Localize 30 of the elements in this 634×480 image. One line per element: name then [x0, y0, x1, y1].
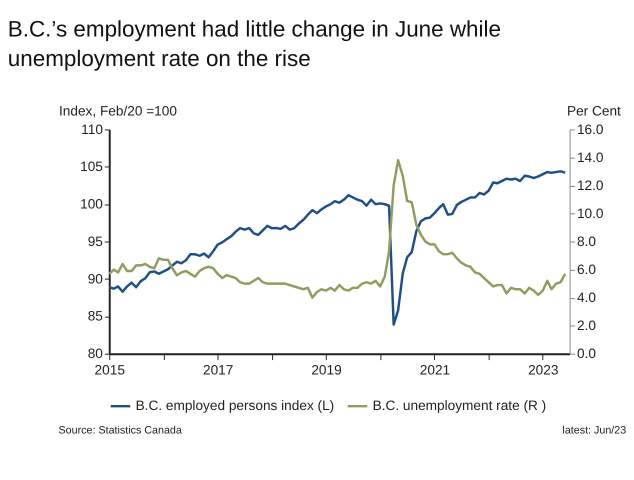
y2-tick-label: 16.0 [576, 122, 604, 137]
x-tick-label: 2023 [528, 362, 558, 378]
text: latest: Jun/23 [562, 424, 626, 437]
y-tick-label: 90 [88, 271, 104, 286]
y2-tick-label: 12.0 [576, 178, 604, 193]
y-tick-label: 110 [81, 122, 104, 137]
line-series [108, 170, 566, 326]
line-series [108, 159, 566, 299]
x-tick-label: 2019 [311, 362, 342, 378]
y2-tick-label: 4.0 [576, 290, 596, 306]
y-tick-label: 105 [80, 159, 104, 174]
y-axis-title: Index, Feb/20 =100 [59, 103, 178, 118]
y2-tick-label: 10.0 [576, 206, 604, 221]
x-tick-label: 2017 [203, 362, 234, 378]
legend-label: B.C. employed persons index (L) [136, 398, 334, 414]
y2-tick-label: 6.0 [576, 262, 596, 277]
y2-axis-title: Per Cent [566, 103, 622, 118]
y2-tick-label: 2.0 [576, 318, 596, 334]
x-tick-label: 2015 [94, 362, 126, 378]
legend-label: B.C. unemployment rate (R ) [372, 398, 546, 414]
y2-tick-label: 0.0 [576, 346, 596, 362]
y2-tick-label: 8.0 [576, 234, 596, 249]
y-tick-label: 95 [88, 234, 104, 249]
y-tick-label: 85 [88, 308, 104, 324]
y2-tick-label: 14.0 [576, 150, 604, 165]
chart-title: B.C.’s employment had little change in June while unemployment rate on the rise [8, 16, 501, 71]
source-note: Source: Statistics Canada [58, 424, 182, 437]
y-tick-label: 80 [88, 346, 104, 362]
x-tick-label: 2021 [420, 362, 450, 378]
y-tick-label: 100 [80, 196, 104, 212]
